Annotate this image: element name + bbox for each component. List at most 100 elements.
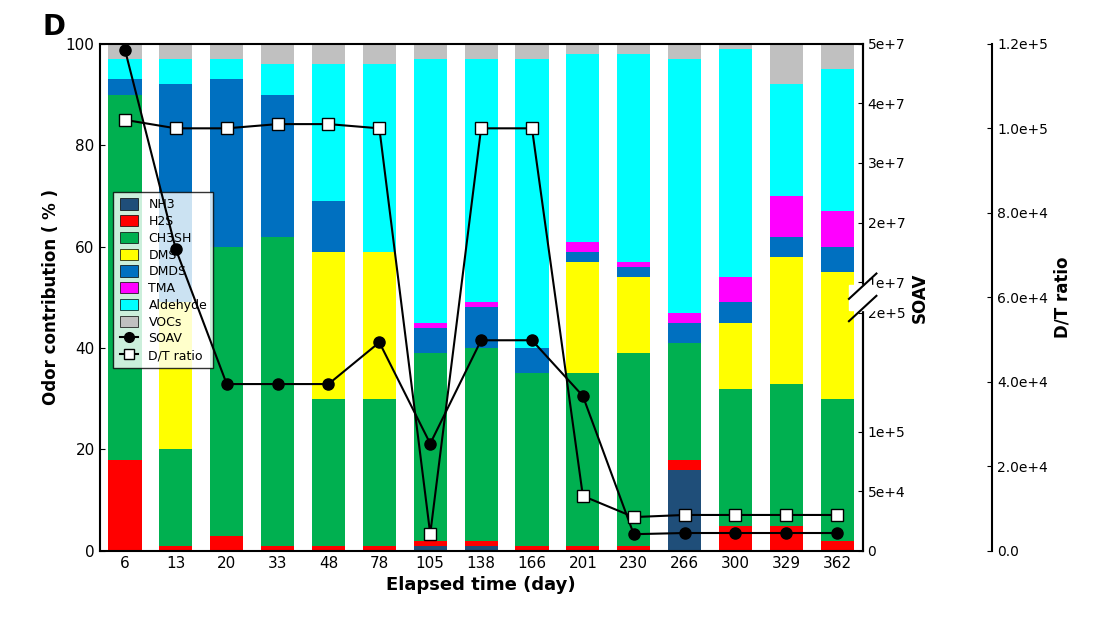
Y-axis label: D/T ratio: D/T ratio <box>1054 257 1072 338</box>
Bar <box>719 389 752 526</box>
Bar <box>770 196 803 237</box>
Bar <box>719 323 752 389</box>
Bar <box>414 353 447 541</box>
Bar <box>821 44 854 69</box>
Bar <box>566 262 599 373</box>
Bar <box>719 302 752 323</box>
X-axis label: Elapsed time (day): Elapsed time (day) <box>386 577 576 594</box>
Bar <box>312 64 345 201</box>
Bar <box>668 44 701 59</box>
Bar <box>414 546 447 551</box>
Bar <box>617 267 650 277</box>
Bar <box>566 54 599 242</box>
Bar <box>108 80 142 95</box>
Bar <box>261 44 294 64</box>
Bar <box>465 348 498 541</box>
Bar <box>414 44 447 59</box>
Bar <box>465 59 498 302</box>
Bar <box>566 373 599 546</box>
Legend: NH3, H2S, CH3SH, DMS, DMDS, TMA, Aldehyde, VOCs, SOAV, D/T ratio: NH3, H2S, CH3SH, DMS, DMDS, TMA, Aldehyd… <box>114 192 213 368</box>
Bar <box>414 328 447 353</box>
Bar <box>770 237 803 257</box>
Bar <box>210 247 243 536</box>
Text: D: D <box>42 13 65 41</box>
Bar <box>617 44 650 54</box>
Bar <box>465 546 498 551</box>
Bar <box>108 95 142 459</box>
Bar <box>108 44 142 59</box>
Bar <box>261 546 294 551</box>
Y-axis label: Odor contribution ( % ): Odor contribution ( % ) <box>42 189 60 406</box>
Bar <box>821 211 854 247</box>
Bar <box>312 44 345 64</box>
Bar <box>363 64 396 252</box>
Bar <box>515 348 549 373</box>
Bar <box>821 247 854 272</box>
Bar <box>363 252 396 399</box>
Bar <box>566 242 599 252</box>
Bar <box>210 44 243 59</box>
Bar <box>566 44 599 54</box>
Bar <box>566 546 599 551</box>
Bar <box>719 277 752 302</box>
Bar <box>617 277 650 353</box>
Bar <box>312 399 345 546</box>
Bar <box>770 85 803 196</box>
Bar <box>261 237 294 546</box>
Bar <box>617 54 650 262</box>
Bar <box>668 343 701 459</box>
Bar <box>617 353 650 546</box>
Bar <box>210 536 243 551</box>
Bar <box>668 459 701 470</box>
Bar <box>668 59 701 312</box>
Bar <box>465 307 498 348</box>
Bar <box>668 323 701 343</box>
Bar <box>849 285 876 310</box>
Bar <box>770 257 803 384</box>
Bar <box>414 323 447 328</box>
Bar <box>770 384 803 526</box>
Bar <box>159 44 192 59</box>
Y-axis label: SOAV: SOAV <box>911 272 929 322</box>
Bar <box>668 470 701 551</box>
Bar <box>566 252 599 262</box>
Bar <box>108 459 142 551</box>
Bar <box>363 546 396 551</box>
Bar <box>363 44 396 64</box>
Bar <box>312 201 345 252</box>
Bar <box>617 546 650 551</box>
Bar <box>210 80 243 247</box>
Bar <box>465 44 498 59</box>
Bar <box>159 302 192 449</box>
Bar <box>210 59 243 80</box>
Bar <box>821 399 854 541</box>
Bar <box>515 59 549 348</box>
Bar <box>719 49 752 277</box>
Bar <box>363 399 396 546</box>
Bar <box>465 541 498 546</box>
Bar <box>719 526 752 551</box>
Bar <box>770 526 803 551</box>
Bar <box>159 449 192 546</box>
Bar <box>414 541 447 546</box>
Bar <box>159 546 192 551</box>
Bar <box>159 59 192 85</box>
Bar <box>312 252 345 399</box>
Bar <box>312 546 345 551</box>
Bar <box>668 312 701 323</box>
Bar <box>515 546 549 551</box>
Bar <box>465 302 498 307</box>
Bar <box>617 262 650 267</box>
Bar <box>821 69 854 211</box>
Bar <box>770 44 803 85</box>
Bar <box>515 373 549 546</box>
Bar <box>261 64 294 95</box>
Bar <box>414 59 447 323</box>
Bar <box>821 541 854 551</box>
Bar <box>821 272 854 399</box>
Bar <box>159 85 192 302</box>
Bar <box>108 59 142 80</box>
Bar <box>515 44 549 59</box>
Bar <box>719 44 752 49</box>
Bar <box>261 95 294 237</box>
